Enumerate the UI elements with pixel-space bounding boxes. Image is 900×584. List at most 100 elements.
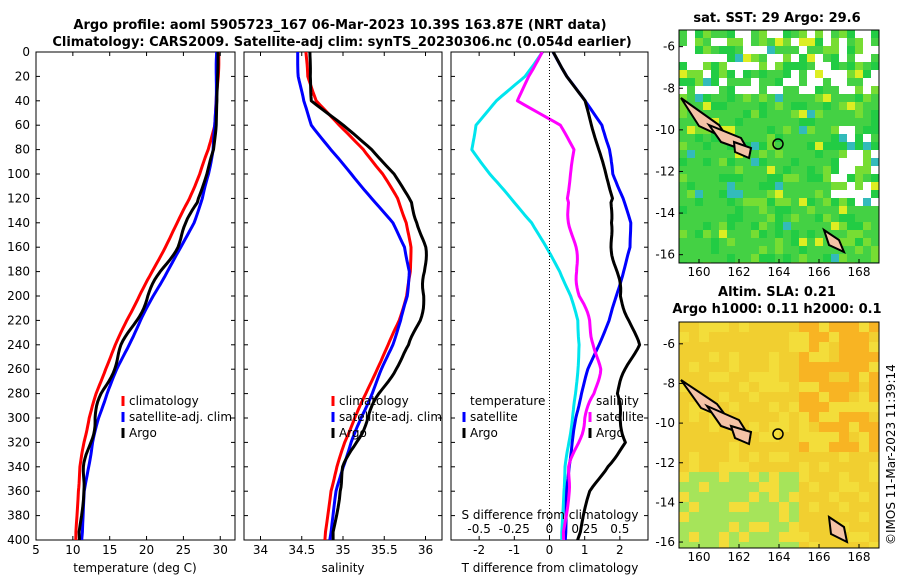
map-cell xyxy=(729,482,740,493)
map-cell xyxy=(869,482,879,493)
map-cell xyxy=(855,166,864,175)
map-cell xyxy=(855,190,864,199)
map-cell xyxy=(695,126,704,135)
map-cell xyxy=(791,126,800,135)
map-cell xyxy=(689,352,700,363)
map-cell xyxy=(815,190,824,199)
map-cell xyxy=(809,392,820,403)
map-cell xyxy=(767,142,776,151)
map-cell xyxy=(689,472,700,483)
map-cell xyxy=(849,412,860,423)
map-cell xyxy=(839,442,850,453)
depth-tick-label: 220 xyxy=(7,313,30,327)
map-cell xyxy=(679,102,688,111)
map-cell xyxy=(779,402,790,413)
map-cell xyxy=(759,254,768,263)
map-cell xyxy=(815,238,824,247)
map-cell xyxy=(783,182,792,191)
map-cell xyxy=(759,452,770,463)
map-cell xyxy=(703,78,712,87)
map-cell xyxy=(775,46,784,55)
map-cell xyxy=(719,452,730,463)
tdiff-tick-label: 0 xyxy=(546,543,554,557)
map-cell xyxy=(767,118,776,127)
map-cell xyxy=(791,190,800,199)
map-cell xyxy=(789,392,800,403)
map-cell xyxy=(679,502,690,513)
map-cell xyxy=(769,542,780,548)
map-cell xyxy=(839,322,850,333)
map-cell xyxy=(871,30,879,39)
map-cell xyxy=(703,230,712,239)
salinity-tick-label: 34.5 xyxy=(288,543,315,557)
map-cell xyxy=(823,150,832,159)
map-cell xyxy=(869,372,879,383)
map-cell xyxy=(679,158,688,167)
map-cell xyxy=(679,254,688,263)
map-cell xyxy=(711,142,720,151)
map-cell xyxy=(767,222,776,231)
map-cell xyxy=(687,118,696,127)
map-cell xyxy=(831,126,840,135)
x-ticks: 5 10 15 20 25 30 34 34.5 35 35.5 36 -2 -1 0 1 2 -0.5 -0.2… xyxy=(32,52,629,557)
map-cell xyxy=(823,30,832,39)
map-cell xyxy=(759,54,768,63)
map-cell xyxy=(855,134,864,143)
sdiff-tick-label: 0.5 xyxy=(610,522,629,536)
depth-tick-label: 160 xyxy=(7,240,30,254)
map-cell xyxy=(831,110,840,119)
map-cell xyxy=(791,30,800,39)
map-cell xyxy=(855,62,864,71)
map-cell xyxy=(695,46,704,55)
map-cell xyxy=(749,442,760,453)
map-cell xyxy=(799,94,808,103)
map-cell xyxy=(751,110,760,119)
map-cell xyxy=(749,542,760,548)
map-cell xyxy=(767,166,776,175)
map-cell xyxy=(847,86,856,95)
map-cell xyxy=(783,230,792,239)
map-cell xyxy=(759,214,768,223)
map-cell xyxy=(815,158,824,167)
map-cell xyxy=(839,382,850,393)
map-cell xyxy=(849,492,860,503)
lon-tick-label: 160 xyxy=(688,550,711,564)
map-cell xyxy=(775,62,784,71)
map-cell xyxy=(815,86,824,95)
map-cell xyxy=(735,54,744,63)
title-line1: Argo profile: aoml 5905723_167 06-Mar-20… xyxy=(73,18,606,33)
map-cell xyxy=(847,174,856,183)
map-cell xyxy=(799,462,810,473)
map-cell xyxy=(727,46,736,55)
map-cell xyxy=(839,110,848,119)
map-cell xyxy=(869,392,879,403)
map-cell xyxy=(839,158,848,167)
map-cell xyxy=(849,512,860,523)
map-cell xyxy=(739,382,750,393)
map-cell xyxy=(799,166,808,175)
map-cell xyxy=(759,142,768,151)
map-cell xyxy=(823,158,832,167)
map-cell xyxy=(749,452,760,463)
lat-tick-label: -16 xyxy=(655,535,675,549)
map-cell xyxy=(749,532,760,543)
map-cell xyxy=(799,452,810,463)
map-cell xyxy=(871,86,879,95)
map-cell xyxy=(831,166,840,175)
map-cell xyxy=(775,254,784,263)
map-cell xyxy=(751,94,760,103)
map-cell xyxy=(729,512,740,523)
map-cell xyxy=(749,382,760,393)
map-cell xyxy=(751,62,760,71)
map-cell xyxy=(719,502,730,513)
map-cell xyxy=(871,182,879,191)
map-cell xyxy=(743,206,752,215)
map-cell xyxy=(871,118,879,127)
map-cell xyxy=(711,222,720,231)
map-cell xyxy=(863,86,872,95)
map-cell xyxy=(823,182,832,191)
map-cell xyxy=(729,472,740,483)
map-cell xyxy=(703,86,712,95)
difference-curves xyxy=(470,52,642,540)
map-cell xyxy=(711,238,720,247)
